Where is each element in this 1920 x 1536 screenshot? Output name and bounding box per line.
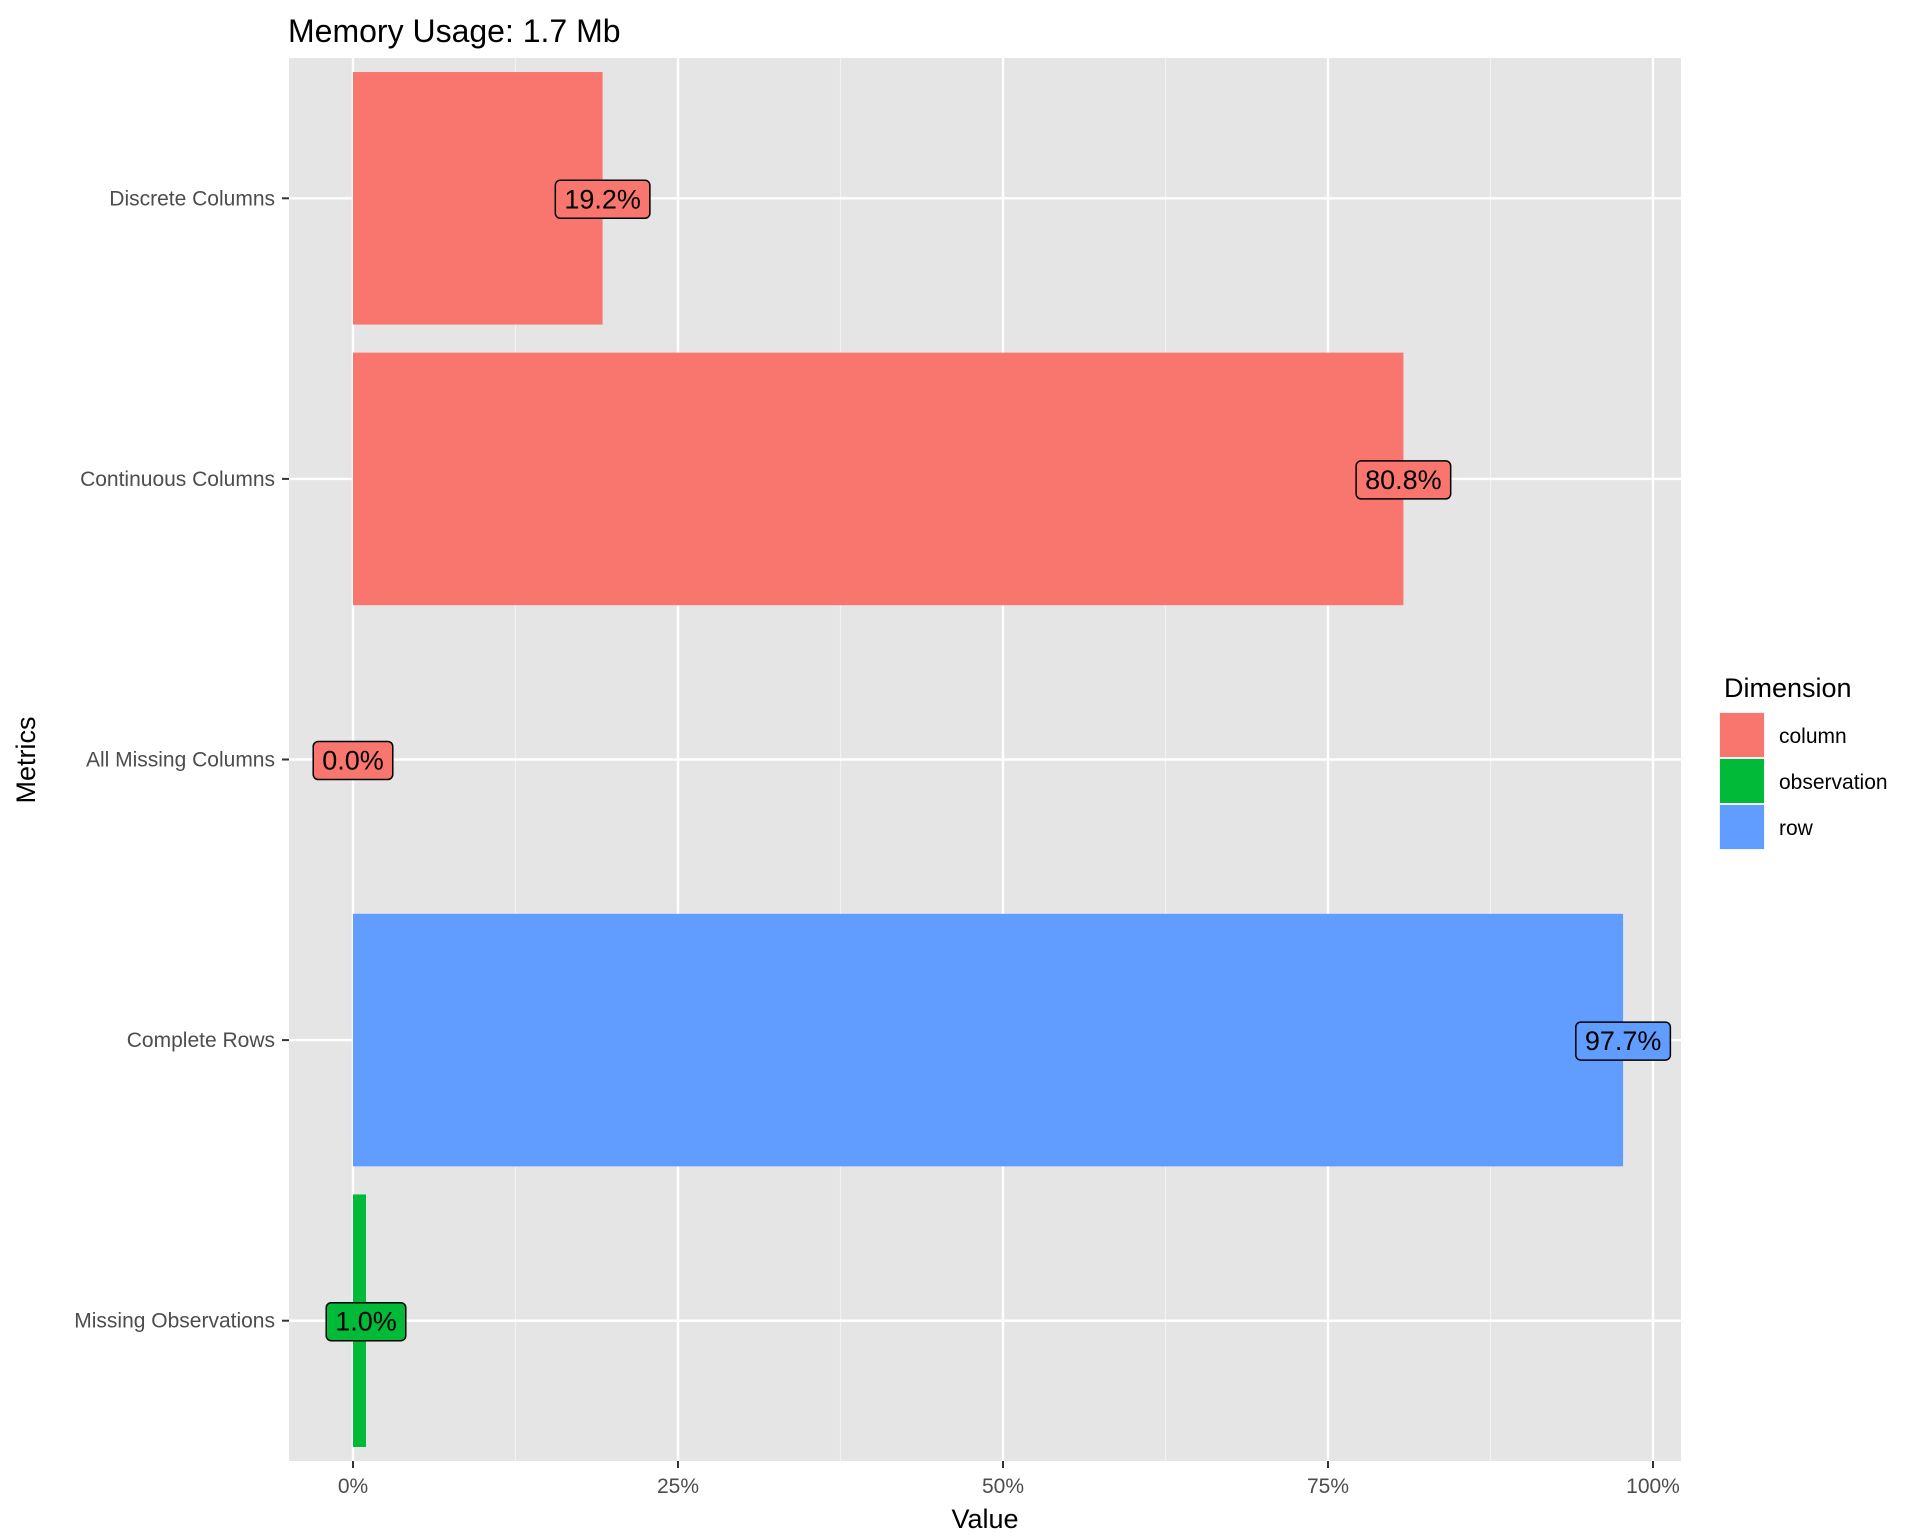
chart-title: Memory Usage: 1.7 Mb bbox=[288, 13, 621, 49]
data-label-text: 80.8% bbox=[1365, 465, 1442, 495]
legend-label-column: column bbox=[1779, 725, 1847, 748]
data-label-text: 97.7% bbox=[1585, 1026, 1662, 1056]
bar-complete-rows bbox=[353, 913, 1624, 1167]
legend-swatch-row bbox=[1720, 805, 1764, 849]
data-label: 97.7% bbox=[1575, 1021, 1672, 1061]
data-label-box bbox=[325, 1301, 407, 1342]
data-label-box bbox=[554, 179, 651, 220]
y-tick-label: Missing Observations bbox=[74, 1310, 275, 1333]
legend-swatch-column bbox=[1720, 713, 1764, 757]
y-tick-label: Discrete Columns bbox=[109, 187, 275, 210]
data-labels: 19.2% 80.8% 0.0% 97.7% 1.0% bbox=[312, 179, 1672, 1342]
data-label-box bbox=[312, 740, 394, 781]
x-axis-title: Value bbox=[951, 1504, 1018, 1534]
legend-label-row: row bbox=[1779, 817, 1814, 840]
data-label-box bbox=[1355, 460, 1452, 500]
x-tick-label: 100% bbox=[1626, 1475, 1680, 1498]
y-tick-label: Continuous Columns bbox=[80, 468, 275, 491]
y-axis-title: Metrics bbox=[11, 717, 41, 804]
y-axis: Discrete Columns Continuous Columns All Mi… bbox=[74, 187, 289, 1333]
y-tick-label: Complete Rows bbox=[127, 1029, 275, 1052]
y-tick-label: All Missing Columns bbox=[86, 749, 275, 772]
bar-continuous-columns bbox=[353, 352, 1404, 606]
data-label: 19.2% bbox=[554, 179, 651, 220]
data-label-text: 1.0% bbox=[335, 1307, 397, 1337]
data-label: 0.0% bbox=[312, 740, 394, 781]
x-tick-label: 0% bbox=[338, 1475, 368, 1498]
x-axis: 0% 25% 50% 75% 100% bbox=[338, 1461, 1680, 1498]
legend: Dimension column observation row bbox=[1719, 673, 1888, 850]
bars bbox=[353, 72, 1624, 1447]
data-label: 80.8% bbox=[1355, 460, 1452, 500]
x-tick-label: 50% bbox=[982, 1475, 1024, 1498]
data-label-box bbox=[1575, 1021, 1672, 1061]
data-label-text: 0.0% bbox=[322, 746, 384, 776]
data-label-text: 19.2% bbox=[564, 184, 641, 214]
x-tick-label: 75% bbox=[1307, 1475, 1349, 1498]
x-tick-label: 25% bbox=[657, 1475, 699, 1498]
legend-swatch-observation bbox=[1720, 759, 1764, 803]
legend-title: Dimension bbox=[1724, 673, 1852, 703]
data-label: 1.0% bbox=[325, 1301, 407, 1342]
legend-label-observation: observation bbox=[1779, 771, 1888, 794]
